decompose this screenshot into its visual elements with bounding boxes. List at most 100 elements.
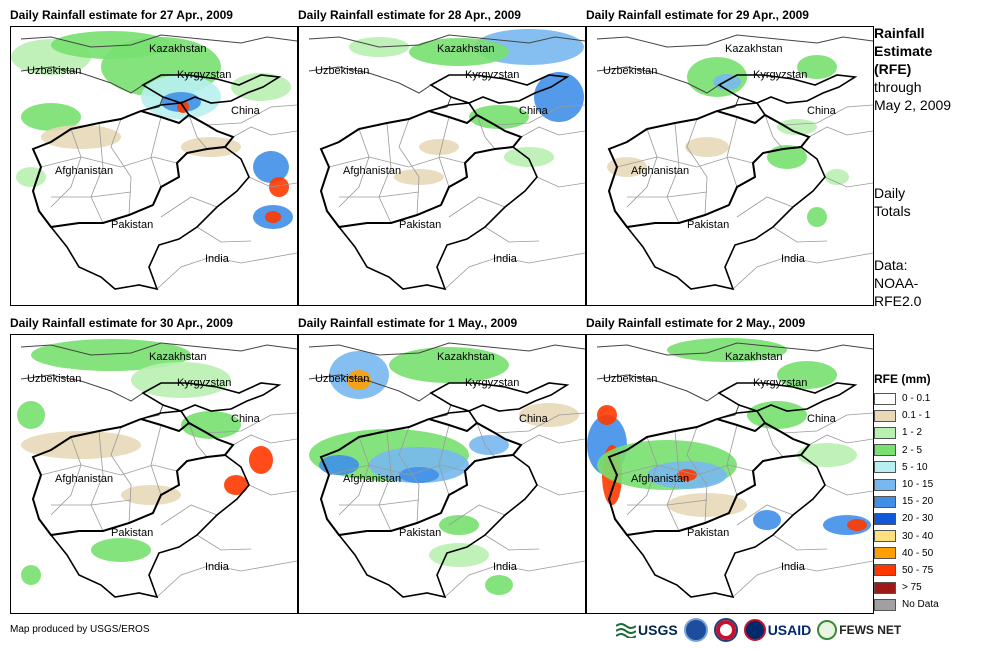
rain-patch	[41, 125, 121, 149]
rainfall-map-graphic	[596, 34, 873, 291]
panel-title: Daily Rainfall estimate for 28 Apr., 200…	[298, 8, 521, 22]
country-label-pakistan: Pakistan	[687, 219, 730, 231]
rainfall-map-panel: Daily Rainfall estimate for 30 Apr., 200…	[10, 316, 300, 616]
rain-patch	[21, 565, 41, 585]
province-boundary	[824, 176, 873, 188]
province-boundary	[339, 499, 420, 506]
legend-item: 40 - 50	[874, 545, 939, 562]
rain-patch	[399, 467, 439, 483]
legend-item: 20 - 30	[874, 510, 939, 527]
afghanistan-boundary	[607, 417, 811, 537]
panel-title: Daily Rainfall estimate for 27 Apr., 200…	[10, 8, 233, 22]
province-boundary	[156, 560, 297, 598]
legend-title: RFE (mm)	[874, 372, 931, 386]
rain-patch	[439, 515, 479, 535]
kazakhstan-boundary	[308, 34, 585, 48]
province-boundary	[232, 434, 297, 446]
map-credit: Map produced by USGS/EROS	[10, 624, 150, 635]
kyrgyzstan-boundary	[141, 74, 282, 104]
globe-icon	[817, 620, 838, 640]
noaa-seal-icon	[683, 618, 708, 642]
province-boundary	[196, 534, 252, 551]
kazakhstan-boundary	[596, 342, 873, 356]
rainfall-map-graphic	[587, 338, 873, 599]
province-boundary	[110, 426, 132, 524]
rain-patch	[519, 403, 579, 427]
legend-item: 0 - 0.1	[874, 390, 939, 407]
province-boundary	[232, 126, 297, 138]
uzbekistan-boundary	[596, 374, 740, 420]
logo-bar: USGS USAID FEWS NET	[616, 618, 901, 642]
legend-swatch	[874, 581, 896, 594]
province-boundary	[438, 424, 450, 496]
province-boundary	[328, 464, 466, 476]
province-boundary	[51, 191, 132, 198]
province-boundary	[188, 422, 208, 458]
rain-patch	[269, 177, 289, 197]
legend-label: 0.1 - 1	[902, 410, 931, 422]
rainfall-map: Kazakhstan Uzbekistan Kyrgyzstan China Afgha…	[10, 334, 298, 614]
province-boundary	[782, 412, 873, 434]
legend-swatch	[874, 444, 896, 457]
province-boundary	[476, 422, 496, 458]
tajikistan-boundary	[428, 102, 478, 116]
afghanistan-boundary	[319, 417, 523, 537]
country-label-india: India	[205, 561, 229, 573]
fewsnet-logo-text: FEWS NET	[839, 623, 902, 637]
rainfall-map-panel: Daily Rainfall estimate for 2 May., 2009…	[586, 316, 876, 616]
country-label-kyrgyzstan: Kyrgyzstan	[753, 69, 808, 81]
tajikistan-boundary	[428, 410, 478, 424]
rain-patch	[429, 543, 489, 567]
rainfall-map-panel: Daily Rainfall estimate for 1 May., 2009…	[298, 316, 588, 616]
province-boundary	[764, 422, 784, 458]
country-label-pakistan: Pakistan	[399, 219, 442, 231]
province-boundary	[444, 252, 585, 290]
rainfall-map: Kazakhstan Uzbekistan Kyrgyzstan China Afgha…	[298, 334, 586, 614]
rain-patch	[777, 119, 817, 135]
province-boundary	[188, 114, 208, 150]
rain-patch	[597, 405, 617, 425]
country-label-india: India	[493, 253, 517, 265]
country-label-afghanistan: Afghanistan	[631, 473, 690, 485]
rain-patch	[847, 519, 867, 531]
rain-patch	[347, 370, 371, 390]
province-boundary	[627, 499, 708, 506]
legend-label: 15 - 20	[902, 496, 934, 508]
province-boundary	[726, 424, 738, 496]
country-label-china: China	[231, 105, 260, 117]
side-date: May 2, 2009	[874, 97, 952, 113]
country-label-afghanistan: Afghanistan	[343, 473, 402, 485]
rainfall-map-panel: Daily Rainfall estimate for 28 Apr., 200…	[298, 8, 588, 308]
country-label-kyrgyzstan: Kyrgyzstan	[465, 69, 520, 81]
rainfall-map-panel: Daily Rainfall estimate for 27 Apr., 200…	[10, 8, 300, 308]
rfe-legend: RFE (mm) 0 - 0.1 0.1 - 1 1 - 2 2 - 5 5 - 10 1…	[874, 372, 939, 613]
legend-item: 5 - 10	[874, 459, 939, 476]
country-label-kazakhstan: Kazakhstan	[725, 351, 783, 363]
rainfall-map-graphic	[308, 342, 585, 599]
afghanistan-boundary	[607, 109, 811, 229]
tajikistan-boundary	[140, 410, 190, 424]
rain-patch	[121, 485, 181, 505]
province-boundary	[494, 104, 585, 126]
legend-item: > 75	[874, 579, 939, 596]
legend-label: 2 - 5	[902, 444, 923, 456]
side-through: through	[874, 79, 922, 95]
province-boundary	[736, 196, 794, 218]
country-label-uzbekistan: Uzbekistan	[315, 65, 370, 77]
province-boundary	[666, 122, 680, 224]
legend-label: > 75	[902, 582, 922, 594]
province-boundary	[378, 430, 392, 532]
rain-patch	[685, 137, 729, 157]
nws-seal-icon	[713, 618, 738, 642]
tajikistan-boundary	[140, 102, 190, 116]
rain-patch	[409, 38, 509, 66]
province-boundary	[328, 156, 466, 168]
province-boundary	[484, 534, 540, 551]
kyrgyzstan-boundary	[717, 74, 858, 104]
side-totals-line: Totals	[874, 203, 911, 219]
country-label-afghanistan: Afghanistan	[343, 165, 402, 177]
province-boundary	[90, 122, 104, 224]
rainfall-map-graphic	[308, 29, 585, 291]
province-boundary	[339, 191, 420, 198]
uzbekistan-boundary	[596, 66, 740, 112]
